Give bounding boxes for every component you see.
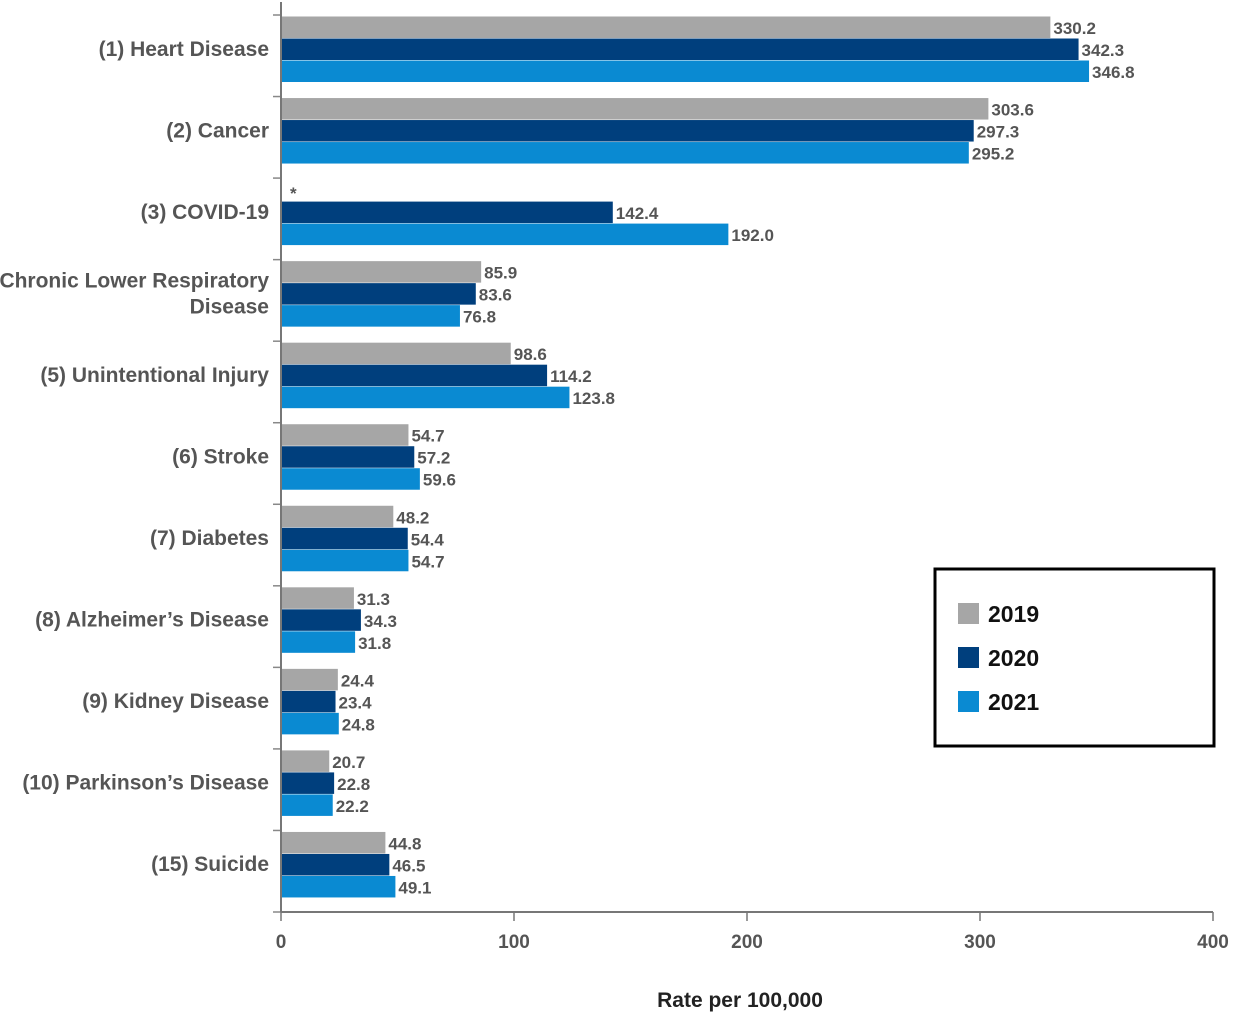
bar-2020 bbox=[281, 283, 476, 305]
x-tick-label: 200 bbox=[731, 932, 763, 953]
data-label: 76.8 bbox=[463, 308, 496, 327]
x-tick-label: 400 bbox=[1197, 932, 1229, 953]
category-label: Disease bbox=[190, 295, 269, 318]
bar-2021 bbox=[281, 305, 460, 327]
bar-2020 bbox=[281, 690, 336, 713]
category-label: (3) COVID-19 bbox=[141, 201, 269, 224]
bar-2019 bbox=[281, 98, 989, 120]
data-label: 123.8 bbox=[572, 389, 615, 408]
bar-2020 bbox=[281, 609, 361, 631]
bar-2021 bbox=[281, 875, 396, 898]
data-label: 22.2 bbox=[336, 797, 369, 816]
bar-2019 bbox=[281, 831, 386, 854]
bar-2020 bbox=[281, 120, 974, 142]
x-tick-label: 300 bbox=[964, 932, 996, 953]
labels-layer: 330.2 342.3 346.8 (1) Heart Disease 303.6 297… bbox=[0, 19, 1229, 1012]
category-label: (15) Suicide bbox=[151, 853, 269, 876]
category-label: (8) Alzheimer’s Disease bbox=[35, 609, 269, 632]
data-label: 54.7 bbox=[411, 427, 444, 446]
data-label: 98.6 bbox=[514, 345, 547, 364]
category-label: (10) Parkinson’s Disease bbox=[22, 772, 269, 795]
legend-swatch-2020 bbox=[958, 647, 979, 668]
data-label: 31.8 bbox=[358, 634, 391, 653]
bars-layer bbox=[281, 16, 1090, 898]
data-label: 85.9 bbox=[484, 264, 517, 283]
data-label: 34.3 bbox=[364, 612, 397, 631]
data-label: 23.4 bbox=[339, 693, 373, 712]
data-label: 44.8 bbox=[388, 834, 421, 853]
data-label: 24.4 bbox=[341, 671, 375, 690]
x-tick-label: 0 bbox=[276, 932, 287, 953]
category-label: (7) Diabetes bbox=[150, 527, 269, 550]
category-label: (4) Chronic Lower Respiratory bbox=[0, 269, 269, 292]
data-label: 46.5 bbox=[392, 856, 425, 875]
bar-2020 bbox=[281, 772, 335, 794]
axis-layer bbox=[273, 2, 1214, 921]
bar-2019 bbox=[281, 750, 330, 772]
category-label: (6) Stroke bbox=[172, 445, 269, 468]
bar-2019 bbox=[281, 668, 338, 691]
category-label: (9) Kidney Disease bbox=[82, 690, 269, 713]
data-label: 83.6 bbox=[479, 286, 512, 305]
bar-2020 bbox=[281, 364, 548, 387]
legend-box bbox=[933, 567, 1216, 748]
bar-2021 bbox=[281, 223, 729, 246]
category-label: (2) Cancer bbox=[166, 119, 269, 142]
data-label: 142.4 bbox=[616, 204, 659, 223]
bar-2021 bbox=[281, 386, 570, 409]
bar-2021 bbox=[281, 142, 969, 164]
bar-2020 bbox=[281, 38, 1079, 60]
data-label: 54.4 bbox=[411, 530, 445, 549]
data-label: 297.3 bbox=[977, 123, 1020, 142]
bar-2020 bbox=[281, 446, 415, 468]
bar-2019 bbox=[281, 16, 1051, 38]
bar-2019 bbox=[281, 342, 511, 365]
bar-2021 bbox=[281, 631, 356, 653]
category-label: (5) Unintentional Injury bbox=[40, 364, 269, 387]
data-label: 57.2 bbox=[417, 449, 450, 468]
x-tick-label: 100 bbox=[498, 932, 530, 953]
bar-2019 bbox=[281, 587, 354, 609]
legend-label: 2019 bbox=[988, 601, 1039, 627]
category-label: (1) Heart Disease bbox=[99, 38, 269, 61]
bar-2019 bbox=[281, 261, 482, 283]
data-label: 295.2 bbox=[972, 145, 1015, 164]
data-label: 303.6 bbox=[991, 101, 1034, 120]
legend-label: 2021 bbox=[988, 689, 1039, 715]
data-label: 192.0 bbox=[731, 226, 774, 245]
bar-2021 bbox=[281, 60, 1090, 82]
bar-2019 bbox=[281, 505, 394, 528]
data-label: 20.7 bbox=[332, 753, 365, 772]
data-label: 114.2 bbox=[550, 367, 592, 386]
legend-label: 2020 bbox=[988, 645, 1039, 671]
bar-2019 bbox=[281, 424, 409, 446]
bar-2021 bbox=[281, 468, 420, 490]
data-label: 48.2 bbox=[396, 508, 429, 527]
legend-swatch-2019 bbox=[958, 603, 979, 624]
legend: 2019 2020 2021 bbox=[933, 567, 1216, 748]
data-label: 31.3 bbox=[357, 590, 390, 609]
data-label: 54.7 bbox=[411, 552, 444, 571]
data-label: 59.6 bbox=[423, 471, 456, 490]
data-label: 342.3 bbox=[1082, 41, 1125, 60]
bar-2021 bbox=[281, 549, 409, 572]
data-label: 330.2 bbox=[1053, 19, 1096, 38]
data-label: 49.1 bbox=[398, 878, 431, 897]
data-label: 346.8 bbox=[1092, 63, 1135, 82]
x-axis-title: Rate per 100,000 bbox=[657, 989, 823, 1012]
bar-2020 bbox=[281, 853, 390, 876]
legend-swatch-2021 bbox=[958, 691, 979, 712]
bar-2021 bbox=[281, 712, 339, 735]
bar-2020 bbox=[281, 527, 408, 550]
data-label: 22.8 bbox=[337, 775, 370, 794]
bar-2021 bbox=[281, 794, 333, 816]
data-label: 24.8 bbox=[342, 715, 375, 734]
missing-value-marker: * bbox=[290, 184, 297, 203]
bar-2020 bbox=[281, 201, 613, 224]
